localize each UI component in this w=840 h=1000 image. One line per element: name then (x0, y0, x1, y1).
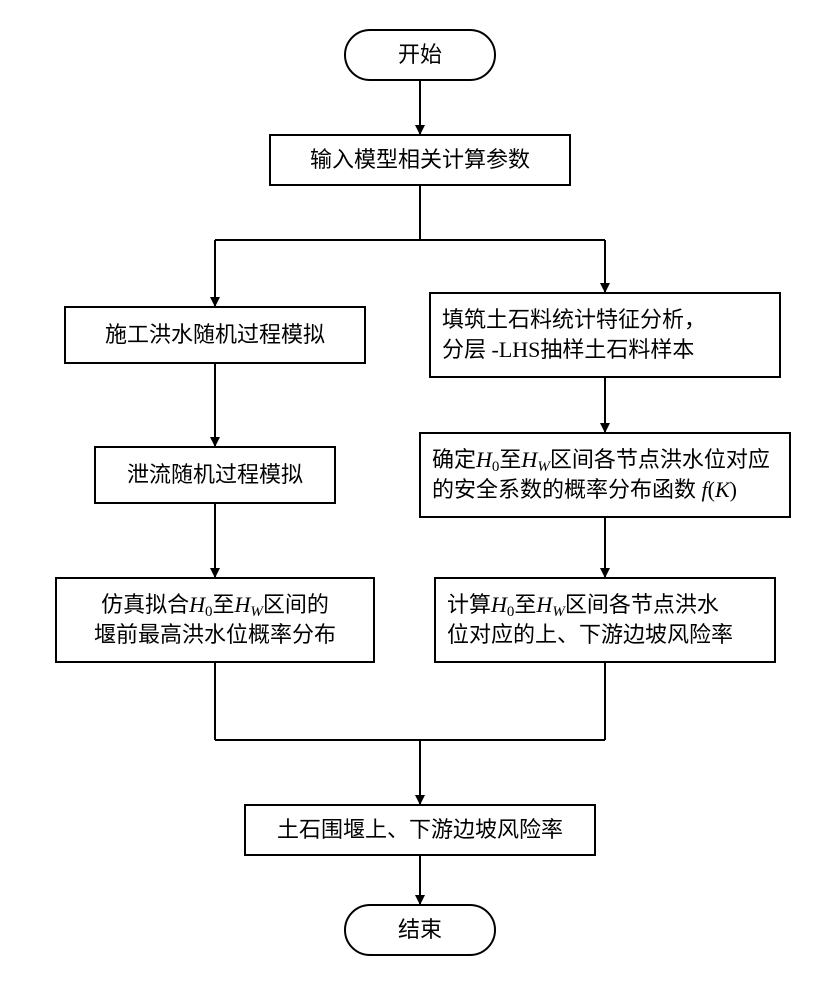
node-label: 施工洪水随机过程模拟 (105, 322, 325, 347)
node-left3: 仿真拟合H0至HW区间的堰前最高洪水位概率分布 (56, 578, 374, 662)
node-text-line: 堰前最高洪水位概率分布 (94, 622, 336, 647)
node-text-line: 计算H0至HW区间各节点洪水 (447, 592, 719, 620)
node-label: 输入模型相关计算参数 (310, 147, 530, 172)
node-left2: 泄流随机过程模拟 (95, 447, 335, 503)
node-text-line: 位对应的上、下游边坡风险率 (447, 622, 733, 647)
node-text-line: 填筑土石料统计特征分析， (442, 307, 706, 332)
node-text-line: 仿真拟合H0至HW区间的 (101, 592, 329, 620)
node-label: 结束 (398, 917, 442, 942)
node-input: 输入模型相关计算参数 (270, 135, 570, 185)
node-end: 结束 (345, 905, 495, 955)
node-label: 泄流随机过程模拟 (127, 462, 303, 487)
node-text-line: 确定H0至HW区间各节点洪水位对应 (432, 447, 770, 475)
nodes: 开始输入模型相关计算参数施工洪水随机过程模拟泄流随机过程模拟仿真拟合H0至HW区… (56, 30, 790, 955)
flowchart-canvas: 开始输入模型相关计算参数施工洪水随机过程模拟泄流随机过程模拟仿真拟合H0至HW区… (0, 0, 840, 1000)
node-start: 开始 (345, 30, 495, 80)
node-merge: 土石围堰上、下游边坡风险率 (245, 805, 595, 855)
node-left1: 施工洪水随机过程模拟 (65, 307, 365, 363)
node-right2: 确定H0至HW区间各节点洪水位对应的安全系数的概率分布函数 f(K) (420, 433, 790, 517)
node-right3: 计算H0至HW区间各节点洪水位对应的上、下游边坡风险率 (435, 578, 775, 662)
node-label: 开始 (398, 42, 442, 67)
node-text-line: 分层 -LHS抽样土石料样本 (442, 337, 694, 362)
node-right1: 填筑土石料统计特征分析， 分层 -LHS抽样土石料样本 (430, 293, 780, 377)
node-text-line: 的安全系数的概率分布函数 f(K) (432, 477, 737, 502)
node-label: 土石围堰上、下游边坡风险率 (277, 817, 563, 842)
